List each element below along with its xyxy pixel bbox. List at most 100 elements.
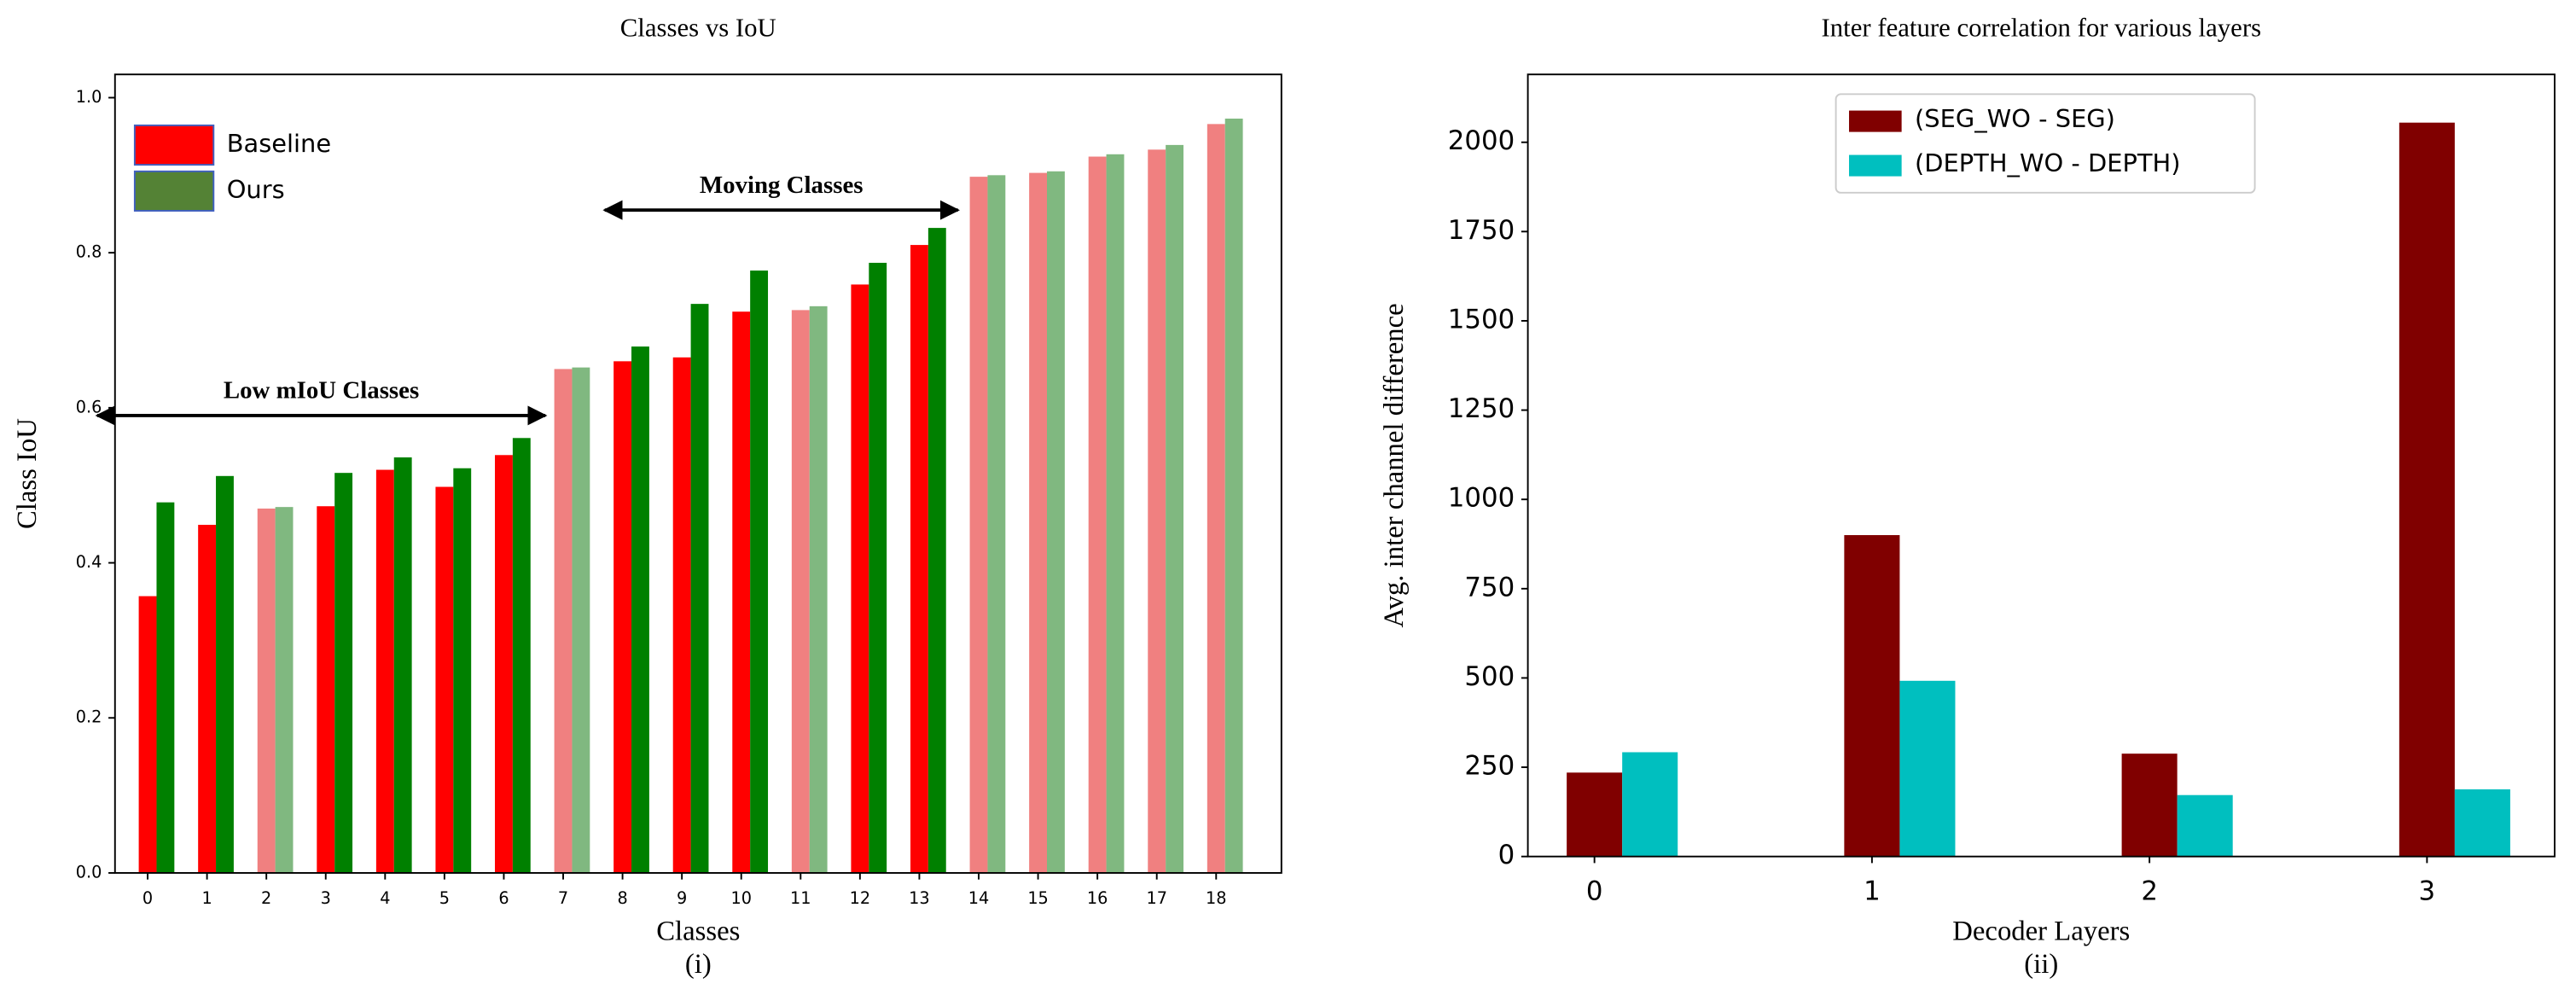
x-tick-label: 12 <box>850 888 870 908</box>
bar <box>809 305 828 873</box>
bar <box>257 508 276 873</box>
bar <box>1166 144 1184 873</box>
bar <box>512 438 531 873</box>
bar <box>334 473 353 873</box>
x-tick-label: 4 <box>380 888 390 908</box>
bar <box>393 457 412 873</box>
x-tick-label: 17 <box>1146 888 1166 908</box>
x-tick-label: 7 <box>558 888 568 908</box>
bar <box>156 502 175 873</box>
x-tick-label: 11 <box>790 888 811 908</box>
bar <box>750 271 769 873</box>
bar <box>572 367 590 873</box>
bar <box>2454 789 2510 857</box>
legend-box <box>1835 93 2256 194</box>
bar <box>435 486 454 873</box>
bar <box>1106 154 1125 873</box>
y-tick-label: 1250 <box>1448 393 1515 424</box>
y-tick-label: 0.8 <box>76 242 102 262</box>
x-tick-label: 13 <box>909 888 930 908</box>
y-tick-label: 1000 <box>1448 483 1515 514</box>
legend-swatch <box>1849 154 1902 177</box>
x-tick-label: 10 <box>730 888 752 908</box>
bar <box>969 177 988 873</box>
y-axis-label: Avg. inter channel difference <box>1379 303 1410 627</box>
x-tick-label: 0 <box>1586 876 1603 907</box>
y-tick-label: 750 <box>1464 572 1515 602</box>
bar <box>216 475 234 873</box>
bar <box>1088 156 1107 873</box>
legend-label: Baseline <box>227 129 331 158</box>
caption: (i) <box>685 949 712 980</box>
bar <box>375 469 394 873</box>
bar <box>2399 122 2455 857</box>
bar <box>927 228 946 873</box>
x-tick-label: 3 <box>321 888 331 908</box>
x-tick-label: 2 <box>2141 876 2158 907</box>
bar <box>1899 680 1956 857</box>
bar <box>453 468 472 873</box>
chart-title: Inter feature correlation for various la… <box>1821 13 2261 42</box>
annotation: Low mIoU Classes <box>224 377 419 404</box>
bar <box>791 310 810 873</box>
legend-label: (SEG_WO - SEG) <box>1915 104 2115 133</box>
bar <box>910 245 928 873</box>
bar <box>1047 171 1065 873</box>
legend-swatch <box>133 124 215 166</box>
bar <box>1224 118 1243 873</box>
y-tick-label: 0.6 <box>76 397 102 416</box>
bar <box>732 311 751 873</box>
x-axis-label: Classes <box>656 916 740 947</box>
caption: (ii) <box>2024 949 2058 980</box>
chart-title: Classes vs IoU <box>620 13 776 42</box>
bar <box>2177 794 2233 857</box>
y-tick-label: 250 <box>1464 751 1515 782</box>
bar <box>1148 149 1166 873</box>
x-tick-label: 18 <box>1206 888 1227 908</box>
y-tick-label: 0.2 <box>76 707 102 727</box>
legend-label: (DEPTH_WO - DEPTH) <box>1915 148 2181 177</box>
x-tick-label: 15 <box>1027 888 1048 908</box>
x-tick-label: 8 <box>617 888 627 908</box>
x-tick-label: 5 <box>439 888 450 908</box>
x-axis-label: Decoder Layers <box>1952 916 2130 947</box>
legend-swatch <box>133 170 215 212</box>
x-tick-label: 14 <box>968 888 990 908</box>
x-tick-label: 6 <box>498 888 509 908</box>
bar <box>672 357 691 873</box>
bar <box>613 361 632 873</box>
plot-frame <box>1526 73 2556 858</box>
plot-frame <box>113 73 1282 874</box>
bar <box>1622 752 1678 857</box>
bar <box>317 506 335 873</box>
bar <box>2121 754 2178 857</box>
x-tick-label: 9 <box>677 888 687 908</box>
y-tick-label: 2000 <box>1448 125 1515 156</box>
bar <box>1029 172 1048 873</box>
bar <box>554 369 573 873</box>
y-axis-label: Class IoU <box>12 418 43 529</box>
x-tick-label: 2 <box>261 888 271 908</box>
y-tick-label: 0.0 <box>76 862 102 882</box>
legend-label: Ours <box>227 175 285 204</box>
y-tick-label: 1500 <box>1448 304 1515 335</box>
bar <box>987 175 1006 873</box>
bar <box>1844 535 1900 857</box>
y-tick-label: 0.4 <box>76 552 102 572</box>
bar <box>690 304 709 873</box>
y-tick-label: 1.0 <box>76 87 102 107</box>
x-tick-label: 16 <box>1087 888 1108 908</box>
x-tick-label: 1 <box>1864 876 1881 907</box>
y-tick-label: 500 <box>1464 661 1515 692</box>
annotation: Moving Classes <box>700 172 864 199</box>
bar <box>631 346 649 873</box>
x-tick-label: 1 <box>201 888 212 908</box>
x-tick-label: 0 <box>142 888 153 908</box>
bar <box>851 284 869 873</box>
bar <box>138 596 157 873</box>
bar <box>198 525 217 873</box>
bar <box>495 455 513 873</box>
x-tick-label: 3 <box>2419 876 2436 907</box>
